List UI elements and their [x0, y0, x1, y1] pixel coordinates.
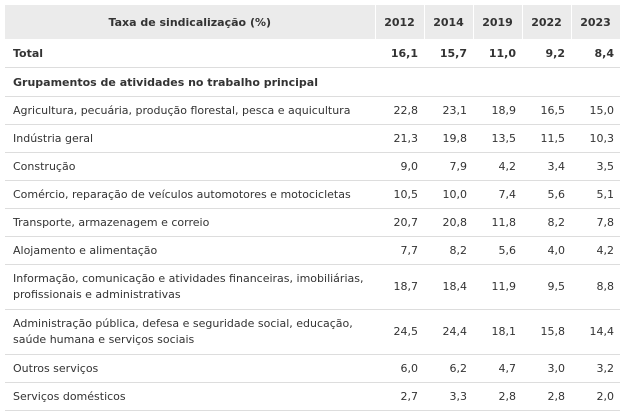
cell-value: 3,3 — [424, 382, 473, 411]
row-label: Serviços domésticos — [5, 382, 375, 411]
row-label: Comércio, reparação de veículos automoto… — [5, 180, 375, 209]
table-row: Administração pública, defesa e segurida… — [5, 309, 620, 355]
cell-value: 14,4 — [571, 309, 620, 355]
header-label: Taxa de sindicalização (%) — [5, 5, 376, 39]
table-row: Construção 9,0 7,9 4,2 3,4 3,5 — [5, 152, 620, 181]
header-year: 2022 — [522, 5, 572, 39]
cell-value: 22,8 — [375, 96, 424, 125]
cell-value: 8,2 — [522, 208, 571, 237]
cell-value: 3,4 — [522, 152, 571, 181]
cell-value: 24,5 — [375, 309, 424, 355]
cell-value: 2,8 — [473, 382, 522, 411]
header-year: 2019 — [473, 5, 523, 39]
cell-value: 11,9 — [473, 264, 522, 310]
cell-value: 16,5 — [522, 96, 571, 125]
table-row: Indústria geral 21,3 19,8 13,5 11,5 10,3 — [5, 124, 620, 153]
cell-value: 18,9 — [473, 96, 522, 125]
cell-value: 3,2 — [571, 354, 620, 383]
table-row: Serviços domésticos 2,7 3,3 2,8 2,8 2,0 — [5, 382, 620, 411]
cell-value: 13,5 — [473, 124, 522, 153]
cell-value: 5,6 — [522, 180, 571, 209]
cell-value: 8,4 — [571, 39, 620, 68]
cell-value: 8,2 — [424, 236, 473, 265]
cell-value: 6,2 — [424, 354, 473, 383]
cell-value: 9,5 — [522, 264, 571, 310]
row-label: Outros serviços — [5, 354, 375, 383]
cell-value: 24,4 — [424, 309, 473, 355]
cell-value: 21,3 — [375, 124, 424, 153]
cell-value: 10,3 — [571, 124, 620, 153]
row-label: Alojamento e alimentação — [5, 236, 375, 265]
group-heading: Grupamentos de atividades no trabalho pr… — [5, 67, 620, 97]
cell-value: 16,1 — [375, 39, 424, 68]
header-year: 2014 — [424, 5, 474, 39]
group-heading-row: Grupamentos de atividades no trabalho pr… — [5, 67, 620, 97]
cell-value: 10,5 — [375, 180, 424, 209]
cell-value: 5,6 — [473, 236, 522, 265]
cell-value: 4,7 — [473, 354, 522, 383]
cell-value: 9,0 — [375, 152, 424, 181]
unionization-table-container: Taxa de sindicalização (%) 2012 2014 201… — [5, 5, 621, 411]
header-row: Taxa de sindicalização (%) 2012 2014 201… — [5, 5, 621, 39]
total-row: Total 16,1 15,7 11,0 9,2 8,4 — [5, 39, 620, 68]
cell-value: 7,7 — [375, 236, 424, 265]
cell-value: 18,1 — [473, 309, 522, 355]
cell-value: 20,7 — [375, 208, 424, 237]
row-label: Informação, comunicação e atividades fin… — [5, 264, 375, 310]
cell-value: 15,7 — [424, 39, 473, 68]
cell-value: 3,0 — [522, 354, 571, 383]
cell-value: 18,7 — [375, 264, 424, 310]
cell-value: 23,1 — [424, 96, 473, 125]
cell-value: 9,2 — [522, 39, 571, 68]
header-year: 2023 — [571, 5, 621, 39]
table-row: Comércio, reparação de veículos automoto… — [5, 180, 620, 209]
cell-value: 4,2 — [571, 236, 620, 265]
cell-value: 15,8 — [522, 309, 571, 355]
row-label: Total — [5, 39, 375, 68]
row-label: Construção — [5, 152, 375, 181]
table-row: Agricultura, pecuária, produção floresta… — [5, 96, 620, 125]
cell-value: 11,8 — [473, 208, 522, 237]
cell-value: 5,1 — [571, 180, 620, 209]
cell-value: 11,0 — [473, 39, 522, 68]
cell-value: 6,0 — [375, 354, 424, 383]
cell-value: 4,2 — [473, 152, 522, 181]
cell-value: 2,7 — [375, 382, 424, 411]
table-row: Outros serviços 6,0 6,2 4,7 3,0 3,2 — [5, 354, 620, 383]
cell-value: 7,8 — [571, 208, 620, 237]
table-header: Taxa de sindicalização (%) 2012 2014 201… — [5, 5, 621, 39]
table-row: Informação, comunicação e atividades fin… — [5, 264, 620, 310]
cell-value: 18,4 — [424, 264, 473, 310]
header-year: 2012 — [375, 5, 425, 39]
cell-value: 7,9 — [424, 152, 473, 181]
cell-value: 10,0 — [424, 180, 473, 209]
table-row: Transporte, armazenagem e correio 20,7 2… — [5, 208, 620, 237]
row-label: Administração pública, defesa e segurida… — [5, 309, 375, 355]
table-body: Total 16,1 15,7 11,0 9,2 8,4 Grupamentos… — [5, 39, 620, 411]
cell-value: 8,8 — [571, 264, 620, 310]
cell-value: 3,5 — [571, 152, 620, 181]
cell-value: 20,8 — [424, 208, 473, 237]
cell-value: 2,0 — [571, 382, 620, 411]
cell-value: 11,5 — [522, 124, 571, 153]
cell-value: 19,8 — [424, 124, 473, 153]
cell-value: 2,8 — [522, 382, 571, 411]
row-label: Agricultura, pecuária, produção floresta… — [5, 96, 375, 125]
row-label: Transporte, armazenagem e correio — [5, 208, 375, 237]
cell-value: 7,4 — [473, 180, 522, 209]
row-label: Indústria geral — [5, 124, 375, 153]
unionization-rate-table: Taxa de sindicalização (%) 2012 2014 201… — [5, 5, 621, 411]
cell-value: 4,0 — [522, 236, 571, 265]
table-row: Alojamento e alimentação 7,7 8,2 5,6 4,0… — [5, 236, 620, 265]
cell-value: 15,0 — [571, 96, 620, 125]
